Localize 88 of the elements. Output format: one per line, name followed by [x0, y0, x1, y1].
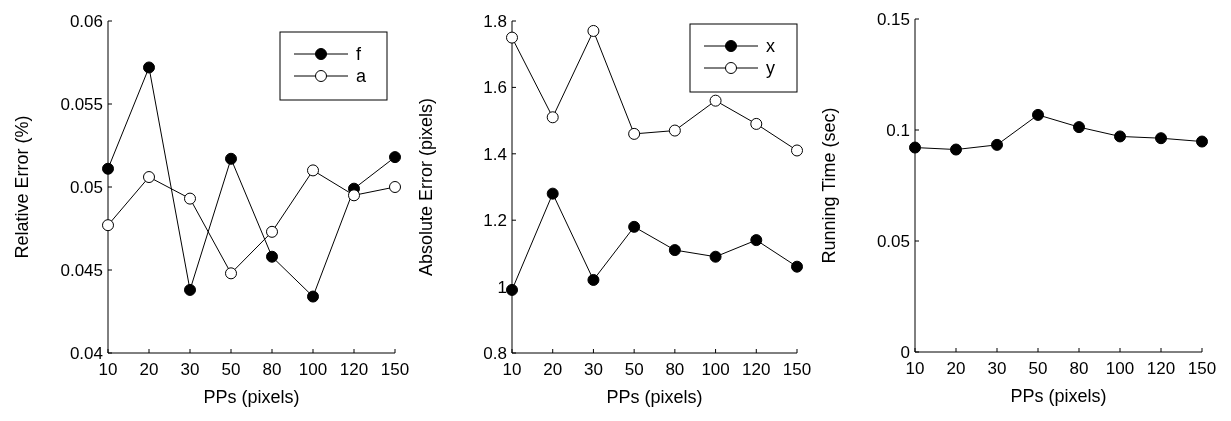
x-tick-label: 100 — [701, 360, 730, 379]
x-tick-label: 100 — [1105, 359, 1135, 378]
y-tick-label: 0.06 — [69, 11, 103, 31]
point — [909, 141, 921, 154]
x-tick-label: 10 — [905, 359, 925, 378]
point — [1155, 132, 1167, 145]
point — [506, 283, 518, 296]
y-tick-label: 0.8 — [483, 343, 507, 363]
y-tick-label: 0 — [900, 342, 910, 362]
x-tick-label: 120 — [1146, 359, 1176, 378]
point — [750, 234, 763, 247]
point — [102, 162, 114, 175]
legend-label: y — [766, 58, 775, 78]
point — [225, 152, 237, 165]
point — [225, 267, 237, 280]
point — [184, 283, 196, 296]
x-tick-label: 10 — [98, 360, 118, 379]
x-tick-label: 20 — [139, 360, 159, 379]
point — [307, 290, 319, 303]
x-tick-label: 10 — [502, 360, 522, 379]
point — [587, 24, 600, 37]
point — [506, 31, 518, 44]
y-tick-label: 0.05 — [876, 231, 910, 251]
x-tick-label: 80 — [1069, 359, 1089, 378]
point — [750, 117, 763, 130]
point — [307, 164, 319, 177]
y-tick-label: 0.04 — [69, 343, 103, 363]
x-tick-label: 50 — [624, 360, 644, 379]
point — [709, 250, 722, 263]
point — [791, 144, 803, 157]
x-tick-label: 80 — [262, 360, 282, 379]
point — [709, 94, 722, 107]
x-tick-label: 150 — [380, 360, 410, 379]
x-axis-title: PPs (pixels) — [203, 387, 300, 407]
point — [628, 220, 641, 233]
x-tick-label: 50 — [221, 360, 241, 379]
y-tick-label: 0.1 — [886, 120, 910, 140]
x-tick-label: 20 — [946, 359, 966, 378]
point — [1196, 135, 1208, 148]
y-tick-label: 1 — [497, 277, 507, 297]
legend-label: a — [356, 66, 367, 86]
x-tick-label: 100 — [298, 360, 328, 379]
x-tick-label: 20 — [543, 360, 563, 379]
y-tick-label: 0.045 — [60, 260, 103, 280]
point — [184, 192, 196, 205]
y-tick-label: 1.4 — [483, 144, 507, 164]
legend-label: f — [356, 44, 362, 64]
x-tick-label: 150 — [782, 360, 812, 379]
point — [143, 171, 155, 184]
x-tick-label: 50 — [1028, 359, 1048, 378]
point — [143, 61, 155, 74]
point — [266, 225, 278, 238]
y-axis-title: Running Time (sec) — [819, 107, 839, 264]
point — [628, 127, 641, 140]
point — [668, 244, 681, 257]
point — [1114, 130, 1126, 143]
x-axis-title: PPs (pixels) — [1010, 386, 1107, 406]
point — [668, 124, 681, 137]
y-tick-label: 1.8 — [483, 11, 507, 31]
x-tick-label: 120 — [339, 360, 369, 379]
point — [389, 181, 401, 193]
point — [546, 187, 559, 200]
y-tick-label: 0.055 — [60, 94, 103, 114]
y-axis-title: Absolute Error (pixels) — [416, 97, 436, 277]
x-tick-label: 120 — [742, 360, 771, 379]
x-axis-title: PPs (pixels) — [606, 387, 703, 407]
y-tick-label: 1.2 — [483, 211, 507, 231]
y-tick-label: 1.6 — [483, 78, 507, 98]
point — [389, 151, 401, 164]
y-axis-title: Relative Error (%) — [12, 115, 32, 259]
point — [1073, 121, 1085, 134]
point — [587, 273, 600, 286]
x-tick-label: 30 — [987, 359, 1007, 378]
x-tick-label: 30 — [583, 360, 603, 379]
y-tick-label: 0.15 — [876, 9, 910, 29]
y-tick-label: 0.05 — [69, 177, 103, 197]
point — [1032, 108, 1044, 121]
point — [266, 250, 278, 263]
x-tick-label: 30 — [180, 360, 200, 379]
legend-label: x — [766, 36, 775, 56]
point — [348, 189, 360, 202]
point — [991, 138, 1003, 151]
point — [950, 143, 962, 156]
point — [791, 260, 803, 273]
x-tick-label: 150 — [1187, 359, 1217, 378]
point — [102, 219, 114, 232]
point — [546, 111, 559, 124]
x-tick-label: 80 — [665, 360, 685, 379]
